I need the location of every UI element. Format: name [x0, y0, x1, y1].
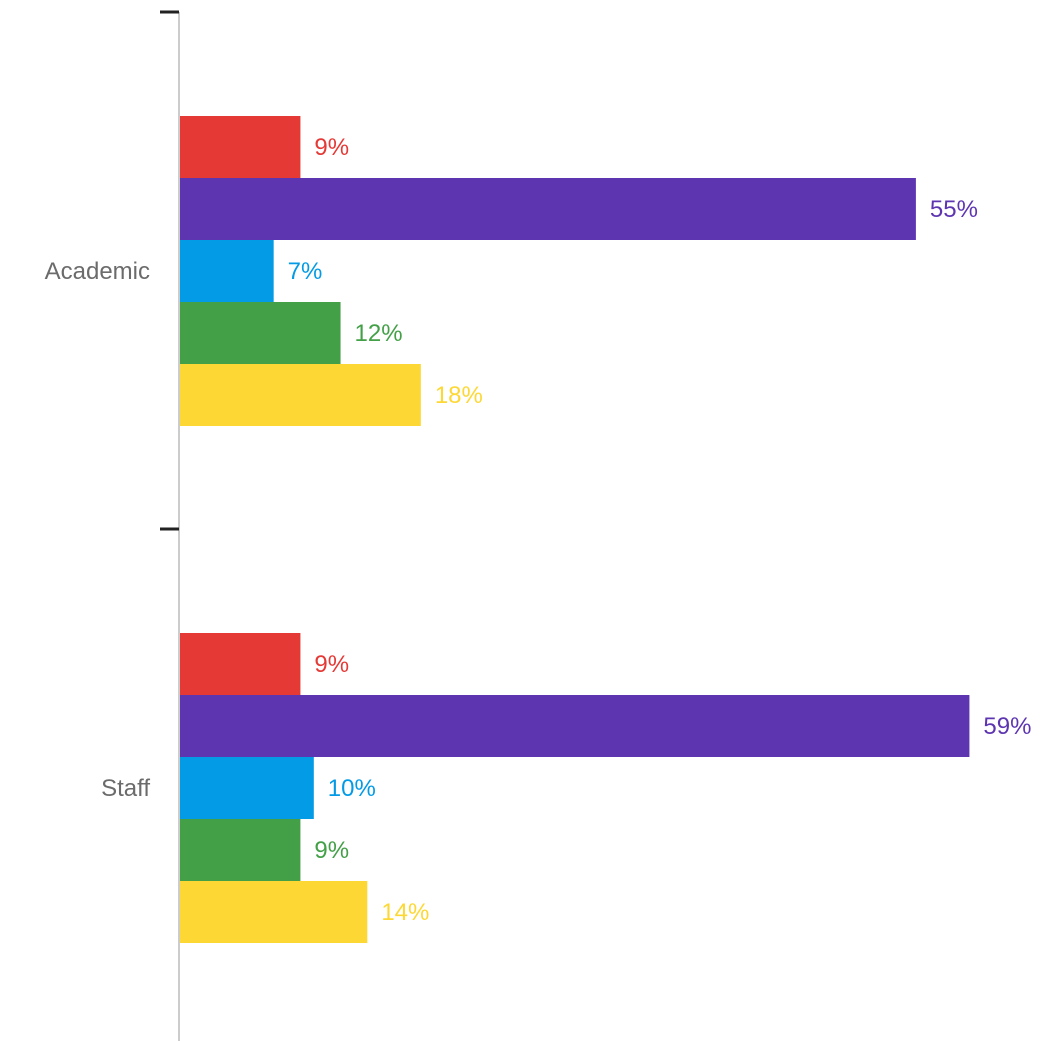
data-label-staff-4: 14% [381, 899, 429, 926]
data-label-staff-2: 10% [328, 775, 376, 802]
data-label-staff-0: 9% [314, 651, 349, 678]
data-label-staff-1: 59% [983, 713, 1031, 740]
bar-staff-4 [180, 881, 368, 943]
category-label-staff: Staff [101, 775, 150, 802]
bar-staff-1 [180, 695, 970, 757]
bar-academic-2 [180, 240, 274, 302]
bar-staff-0 [180, 633, 301, 695]
data-label-academic-3: 12% [355, 320, 403, 347]
bar-staff-2 [180, 757, 314, 819]
data-label-staff-3: 9% [314, 837, 349, 864]
bars-group [180, 116, 970, 943]
data-label-academic-1: 55% [930, 196, 978, 223]
bar-academic-0 [180, 116, 301, 178]
data-label-academic-2: 7% [288, 258, 323, 285]
bar-academic-3 [180, 302, 341, 364]
bar-academic-4 [180, 364, 421, 426]
bar-academic-1 [180, 178, 916, 240]
data-label-academic-4: 18% [435, 382, 483, 409]
data-label-academic-0: 9% [314, 134, 349, 161]
category-label-academic: Academic [45, 258, 150, 285]
data-labels-group: 9% 55% 7% 12% 18% 9% 59% 10% 9% 14% [288, 134, 1032, 926]
bar-staff-3 [180, 819, 301, 881]
